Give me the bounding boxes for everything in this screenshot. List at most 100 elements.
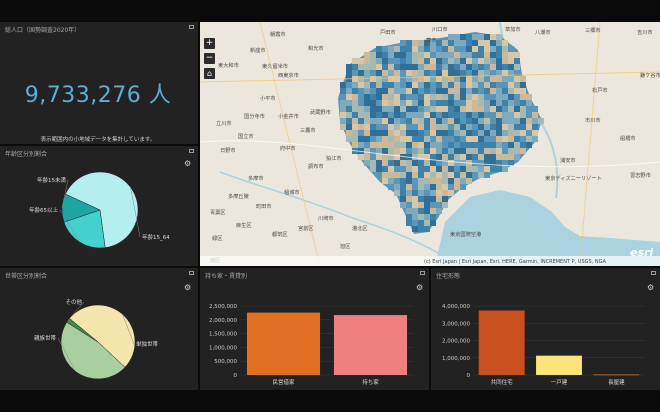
y-tick-label: 2,000,000 [442, 339, 470, 345]
choropleth-cell [454, 94, 460, 100]
choropleth-cell [346, 88, 352, 94]
choropleth-cell [508, 64, 514, 70]
gear-icon[interactable]: ⚙ [416, 283, 424, 292]
maximize-icon[interactable] [651, 271, 656, 275]
choropleth-cell [400, 52, 406, 58]
choropleth-cell [442, 142, 448, 148]
choropleth-cell [388, 106, 394, 112]
zoom-out-button[interactable]: − [204, 53, 215, 64]
map-place-label: 都筑区 [272, 230, 288, 238]
bar[interactable] [478, 310, 525, 375]
pie-label: 親族世帯 [34, 334, 57, 342]
choropleth-cell [400, 106, 406, 112]
pie-label: その他 [65, 298, 82, 306]
choropleth-cell [370, 118, 376, 124]
choropleth-cell [406, 202, 412, 208]
choropleth-cell [394, 64, 400, 70]
bar[interactable] [536, 355, 582, 375]
choropleth-cell [466, 106, 472, 112]
choropleth-cell [430, 52, 436, 58]
map-place-label: 新座市 [250, 46, 266, 54]
choropleth-cell [502, 154, 508, 160]
choropleth-cell [514, 106, 520, 112]
choropleth-cell [514, 94, 520, 100]
choropleth-cell [418, 136, 424, 142]
choropleth-cell [478, 70, 484, 76]
choropleth-cell [508, 154, 514, 160]
choropleth-cell [376, 76, 382, 82]
y-tick-label: 2,500,000 [209, 304, 237, 310]
maximize-icon[interactable] [420, 271, 425, 275]
choropleth-cell [406, 106, 412, 112]
choropleth-cell [430, 106, 436, 112]
choropleth-cell [394, 142, 400, 148]
choropleth-cell [436, 160, 442, 166]
choropleth-cell [382, 82, 388, 88]
maximize-icon[interactable] [189, 25, 194, 29]
choropleth-cell [478, 94, 484, 100]
choropleth-cell [406, 46, 412, 52]
choropleth-cell [376, 88, 382, 94]
map-panel[interactable]: 戸田市 川口市 蕨市 草加市 八潮市 三郷市 吉川市 朝霞市 和光市 新座市 東大和市 東久留米市 西東… [200, 22, 660, 266]
choropleth-cell [526, 112, 532, 118]
choropleth-cell [466, 70, 472, 76]
river [219, 171, 441, 255]
choropleth-cell [448, 58, 454, 64]
choropleth-cell [436, 148, 442, 154]
gear-icon[interactable]: ⚙ [184, 283, 192, 292]
pie-slice[interactable] [60, 321, 126, 380]
maximize-icon[interactable] [189, 271, 194, 275]
choropleth-cell [388, 136, 394, 142]
choropleth-cell [346, 70, 352, 76]
choropleth-cell [346, 100, 352, 106]
choropleth-cell [514, 58, 520, 64]
pie-slice[interactable] [61, 193, 101, 223]
bar[interactable] [593, 374, 640, 376]
choropleth-cell [418, 46, 424, 52]
choropleth-cell [400, 82, 406, 88]
choropleth-cell [412, 76, 418, 82]
bar[interactable] [333, 315, 408, 375]
choropleth-cell [376, 112, 382, 118]
choropleth-cell [478, 166, 484, 172]
choropleth-cell [496, 64, 502, 70]
gear-icon[interactable]: ⚙ [184, 159, 192, 168]
maximize-icon[interactable] [189, 149, 194, 153]
choropleth-cell [358, 70, 364, 76]
choropleth-cell [472, 136, 478, 142]
choropleth-cell [424, 118, 430, 124]
y-tick-label: 1,000,000 [209, 345, 237, 351]
bar[interactable] [246, 312, 321, 375]
home-button[interactable]: ⌂ [204, 68, 215, 79]
choropleth-cell [382, 172, 388, 178]
choropleth-cell [370, 76, 376, 82]
choropleth-cell [370, 112, 376, 118]
choropleth-cell [472, 34, 478, 40]
panel-title: 世帯区分別割合 [5, 273, 48, 280]
choropleth-cell [418, 148, 424, 154]
choropleth-cell [364, 160, 370, 166]
choropleth-cell [442, 112, 448, 118]
gear-icon[interactable]: ⚙ [647, 283, 655, 292]
choropleth-cell [424, 196, 430, 202]
choropleth-cell [406, 58, 412, 64]
choropleth-cell [460, 136, 466, 142]
map-place-label: 戸田市 [380, 28, 396, 36]
choropleth-cell [358, 94, 364, 100]
choropleth-cell [418, 88, 424, 94]
choropleth-cell [424, 52, 430, 58]
age-group-panel: 年齢区分別割合 ⚙ 年齢15_64 年齢65以上 年齢15未満 [0, 146, 198, 266]
choropleth-cell [364, 106, 370, 112]
choropleth-cell [394, 58, 400, 64]
choropleth-cell [496, 166, 502, 172]
x-tick-label: 一戸建 [551, 378, 568, 386]
choropleth-cell [508, 130, 514, 136]
choropleth-cell [424, 166, 430, 172]
choropleth-cell [436, 70, 442, 76]
choropleth-cell [472, 142, 478, 148]
choropleth-cell [382, 112, 388, 118]
pie-label: 年齢65以上 [29, 206, 58, 214]
zoom-in-button[interactable]: + [204, 38, 215, 49]
choropleth-cell [412, 208, 418, 214]
